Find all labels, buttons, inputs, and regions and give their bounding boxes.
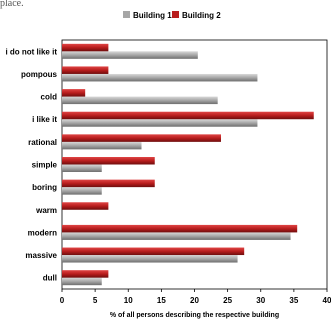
category-label-7: warm <box>35 206 57 215</box>
bar-1-1 <box>62 73 258 82</box>
x-axis-title: % of all persons describing the respecti… <box>110 312 279 319</box>
legend-label-1: Building 1 <box>133 11 172 20</box>
x-tick-label-1: 5 <box>93 296 98 305</box>
category-label-6: boring <box>32 183 57 192</box>
x-tick-label-0: 0 <box>60 296 65 305</box>
category-label-8: modern <box>28 228 57 237</box>
category-label-3: i like it <box>32 115 57 124</box>
x-tick-label-7: 35 <box>289 296 298 305</box>
bar-2-6 <box>62 179 155 188</box>
bar-2-3 <box>62 111 314 120</box>
bar-1-2 <box>62 96 218 105</box>
bar-1-4 <box>62 141 142 150</box>
category-label-9: massive <box>25 251 57 260</box>
bar-1-10 <box>62 277 102 286</box>
legend-swatch-1 <box>123 11 130 18</box>
bar-2-7 <box>62 202 109 210</box>
bar-1-0 <box>62 51 198 59</box>
bar-1-5 <box>62 164 102 172</box>
x-tick-label-4: 20 <box>190 296 199 305</box>
category-label-5: simple <box>32 161 58 170</box>
legend-label-2: Building 2 <box>182 11 221 20</box>
bar-2-4 <box>62 134 221 142</box>
chart-legend: Building 1 Building 2 <box>123 11 221 20</box>
category-label-4: rational <box>28 138 57 147</box>
x-tick-label-2: 10 <box>124 296 133 305</box>
category-label-0: i do not like it <box>5 47 57 56</box>
x-tick-label-5: 25 <box>223 296 232 305</box>
x-tick-label-3: 15 <box>157 296 166 305</box>
bar-2-2 <box>62 89 86 97</box>
bar-2-5 <box>62 157 155 165</box>
x-tick-label-6: 30 <box>256 296 265 305</box>
bar-1-6 <box>62 187 102 195</box>
bar-1-9 <box>62 255 238 263</box>
x-tick-label-8: 40 <box>323 296 331 305</box>
bar-1-8 <box>62 232 291 240</box>
bar-2-10 <box>62 270 109 278</box>
bar-2-0 <box>62 43 109 52</box>
category-label-2: cold <box>41 93 58 102</box>
bar-2-9 <box>62 247 245 256</box>
legend-swatch-2 <box>172 11 179 18</box>
category-label-10: dull <box>43 274 57 283</box>
bar-1-3 <box>62 119 258 127</box>
bar-2-8 <box>62 224 298 233</box>
bar-2-1 <box>62 66 109 74</box>
category-label-1: pompous <box>21 70 58 79</box>
page-top-text: place. <box>0 0 24 9</box>
